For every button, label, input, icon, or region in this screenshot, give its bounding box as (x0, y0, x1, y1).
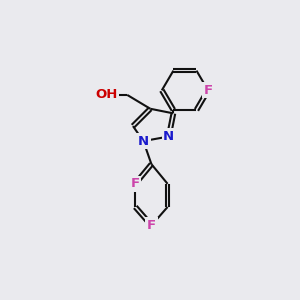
Text: F: F (203, 84, 213, 97)
Text: F: F (131, 177, 140, 190)
Text: N: N (138, 135, 149, 148)
Text: F: F (147, 219, 156, 232)
Text: OH: OH (95, 88, 118, 101)
Text: N: N (163, 130, 174, 143)
